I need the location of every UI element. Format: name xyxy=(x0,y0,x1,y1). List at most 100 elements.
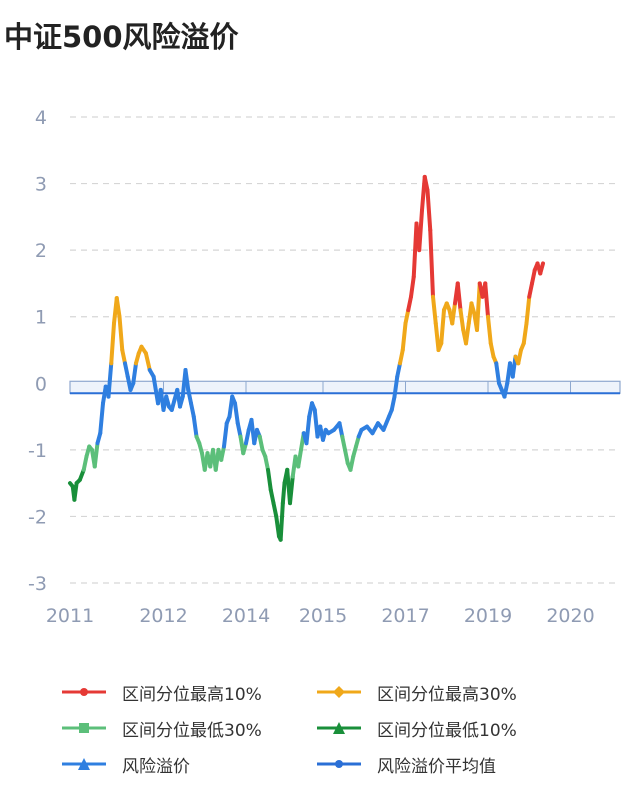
x-tick-label: 2019 xyxy=(464,605,512,627)
x-tick-label: 2012 xyxy=(139,605,187,627)
premium-line-segment xyxy=(244,427,251,446)
y-tick-label: 2 xyxy=(35,240,47,262)
premium-line-segment xyxy=(233,401,240,426)
premium-line-segment xyxy=(425,188,433,233)
legend-marker-triangle-icon xyxy=(62,758,106,770)
premium-line-segment xyxy=(222,421,229,449)
premium-line-segment xyxy=(488,341,496,359)
legend-dot xyxy=(335,760,343,768)
premium-line-segment xyxy=(296,447,303,469)
premium-line-segment xyxy=(106,361,114,399)
premium-line-segment xyxy=(189,401,196,419)
premium-line-segment xyxy=(475,281,482,333)
premium-line-segment xyxy=(340,434,347,452)
premium-line-segment xyxy=(81,454,89,472)
premium-line-segment xyxy=(516,348,523,366)
premium-line-segment xyxy=(191,414,199,439)
premium-line-segment xyxy=(417,208,424,253)
x-tick-label: 2017 xyxy=(381,605,429,627)
legend-marker-circle-icon xyxy=(62,688,106,696)
legend-label: 区间分位最高10% xyxy=(122,684,262,705)
premium-line-segment xyxy=(263,454,270,472)
premium-line-segment xyxy=(219,444,226,462)
y-tick-label: -1 xyxy=(28,440,47,462)
y-tick-label: 3 xyxy=(35,174,47,196)
legend-label: 风险溢价 xyxy=(122,756,190,777)
x-tick-label: 2020 xyxy=(546,605,594,627)
premium-line-segment xyxy=(278,501,285,542)
x-tick-label: 2014 xyxy=(222,605,270,627)
premium-line-segment xyxy=(72,481,79,502)
x-tick-label: 2011 xyxy=(46,605,94,627)
premium-line-segment xyxy=(403,308,411,326)
premium-line-segment xyxy=(109,321,116,366)
premium-line-segment xyxy=(381,414,391,432)
premium-line-segment xyxy=(392,374,400,399)
premium-line-segment xyxy=(409,274,416,299)
premium-line-segment xyxy=(343,447,350,466)
legend-dot xyxy=(79,723,89,733)
premium-line-segment xyxy=(433,321,441,352)
premium-line-segment xyxy=(114,296,122,319)
legend-item-premium[interactable]: 风险溢价 xyxy=(60,752,315,777)
premium-line-segment xyxy=(271,501,279,519)
legend-dot xyxy=(78,758,90,770)
premium-line-segment xyxy=(398,348,405,366)
premium-line-segment xyxy=(494,361,501,386)
y-tick-label: 0 xyxy=(35,373,47,395)
premium-line-segment xyxy=(288,474,295,506)
premium-line-segment xyxy=(304,414,312,446)
premium-line-segment xyxy=(131,361,138,386)
premium-line-segment xyxy=(483,281,490,319)
premium-line-segment xyxy=(268,487,276,506)
premium-line-segment xyxy=(274,514,281,539)
risk-premium-line-chart: 4 3 2 1 0 -1 -2 -3 2011 2012 2014 2015 2017 2019 2020 xyxy=(28,107,621,627)
premium-line-segment xyxy=(530,268,537,286)
legend-marker-diamond-icon xyxy=(317,686,361,698)
premium-line-segment xyxy=(439,308,446,346)
legend-dot xyxy=(80,688,88,696)
premium-line-segment xyxy=(521,321,529,346)
y-tick-label: -2 xyxy=(28,506,47,528)
legend-label: 区间分位最高30% xyxy=(377,684,517,705)
premium-line-segment xyxy=(400,321,408,352)
premium-line-segment xyxy=(406,294,413,313)
premium-line-segment xyxy=(486,314,493,346)
chart-title: 中证500风险溢价 xyxy=(4,20,239,54)
premium-line-segment xyxy=(464,321,471,346)
premium-line-segment xyxy=(450,301,457,326)
premium-line-segment xyxy=(117,314,125,352)
legend-item-bottom30[interactable]: 区间分位最低30% xyxy=(60,716,315,741)
premium-line-segment xyxy=(143,351,152,372)
premium-line-segment xyxy=(235,421,243,439)
premium-line-segment xyxy=(458,308,466,333)
legend-item-mean[interactable]: 风险溢价平均值 xyxy=(315,752,570,777)
y-tick-label: 1 xyxy=(35,307,47,329)
legend-item-top10[interactable]: 区间分位最高10% xyxy=(60,680,315,705)
y-tick-label: -3 xyxy=(28,573,47,595)
x-tick-label: 2015 xyxy=(299,605,347,627)
premium-line-segment xyxy=(120,348,127,366)
premium-line-segment xyxy=(123,361,130,379)
premium-line-segment xyxy=(428,228,435,299)
legend-label: 区间分位最低10% xyxy=(377,720,517,741)
legend-item-top30[interactable]: 区间分位最高30% xyxy=(315,680,570,705)
premium-line-segment xyxy=(389,394,397,412)
legend-marker-circle-icon xyxy=(317,760,361,768)
premium-line-segment xyxy=(266,467,273,492)
premium-line-segment xyxy=(186,387,193,406)
legend-marker-triangle-icon xyxy=(317,722,361,734)
premium-line-segment xyxy=(183,367,191,392)
legend: 区间分位最高10% 区间分位最高30% 区间分位最低30% 区间分位最低10% … xyxy=(60,674,620,782)
legend-marker-rect-icon xyxy=(62,723,106,733)
zero-band xyxy=(69,380,621,394)
y-tick-label: 4 xyxy=(35,107,47,129)
legend-label: 区间分位最低30% xyxy=(122,720,262,741)
premium-line-segment xyxy=(422,174,430,193)
premium-line-segment xyxy=(524,294,532,326)
legend-item-bottom10[interactable]: 区间分位最低10% xyxy=(315,716,570,741)
premium-line-segment xyxy=(337,421,345,439)
premium-line-segment xyxy=(395,361,402,379)
premium-line-segment xyxy=(502,381,510,399)
premium-line-segment xyxy=(280,481,287,506)
